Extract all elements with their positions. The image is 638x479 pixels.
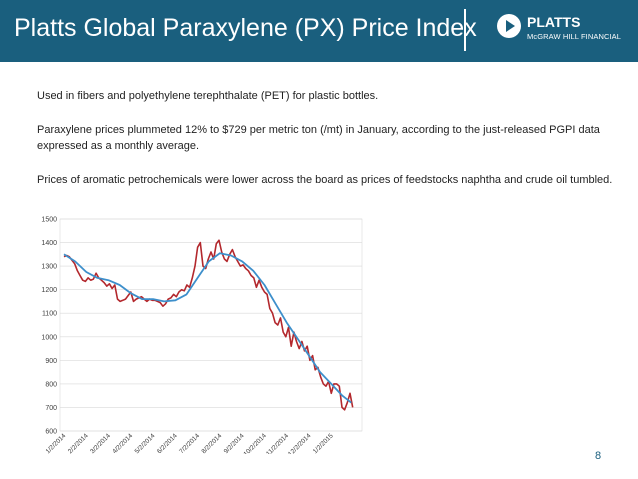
page-title: Platts Global Paraxylene (PX) Price Inde…	[14, 14, 477, 42]
logo-name: PLATTS	[527, 14, 581, 30]
x-tick-label: 6/2/2014	[156, 432, 179, 454]
series-line-average	[63, 252, 352, 404]
y-tick-label: 1000	[41, 334, 57, 341]
y-tick-label: 1200	[41, 287, 57, 294]
x-tick-label: 1/2/2015	[312, 432, 335, 454]
y-tick-label: 1500	[41, 217, 57, 224]
x-tick-label: 2/2/2014	[67, 432, 90, 454]
paragraph-aromatics: Prices of aromatic petrochemicals were l…	[37, 174, 613, 186]
x-tick-label: 10/2/2014	[242, 432, 268, 454]
page-number: 8	[595, 450, 602, 462]
logo-subtitle: McGRAW HILL FINANCIAL	[527, 32, 622, 41]
x-tick-label: 11/2/2014	[265, 432, 290, 454]
x-tick-label: 8/2/2014	[200, 432, 223, 454]
header-divider	[464, 9, 466, 51]
y-tick-label: 600	[45, 429, 57, 436]
x-tick-label: 3/2/2014	[89, 432, 112, 454]
title-bar: Platts Global Paraxylene (PX) Price Inde…	[0, 0, 638, 62]
y-tick-label: 1400	[41, 240, 57, 247]
y-tick-label: 800	[45, 381, 57, 388]
y-tick-label: 1100	[42, 311, 57, 318]
x-tick-label: 12/2/2014	[287, 432, 313, 454]
x-tick-label: 9/2/2014	[223, 432, 246, 454]
x-tick-label: 5/2/2014	[134, 432, 157, 454]
x-tick-label: 7/2/2014	[178, 432, 201, 454]
y-tick-label: 900	[45, 358, 57, 365]
x-tick-label: 4/2/2014	[111, 432, 134, 454]
play-circle-icon	[497, 14, 521, 38]
paragraph-price-drop: Paraxylene prices plummeted 12% to $729 …	[37, 124, 600, 152]
paragraph-uses: Used in fibers and polyethylene terephth…	[37, 90, 379, 102]
plot-area	[59, 218, 363, 432]
series-line-daily	[63, 239, 354, 411]
price-chart: 600 700 800 900 1000 1100 1200 1300 1400 1500 1/2…	[41, 217, 363, 454]
y-tick-label: 700	[45, 405, 57, 412]
y-tick-label: 1300	[41, 264, 57, 271]
